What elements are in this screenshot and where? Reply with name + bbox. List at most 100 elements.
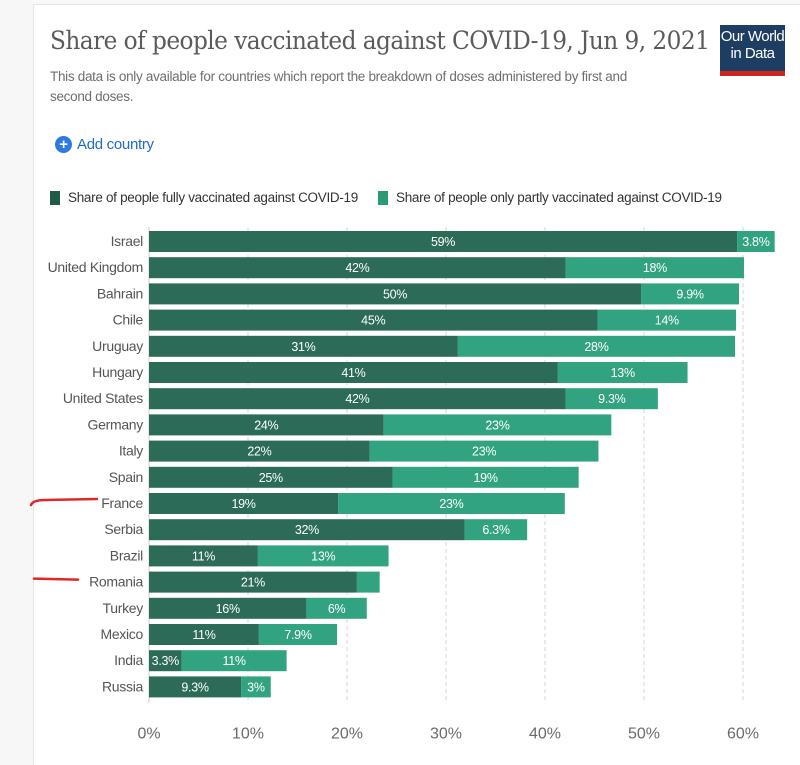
bar-partly-vaccinated[interactable]	[338, 493, 565, 514]
bar-fully-vaccinated[interactable]	[149, 597, 307, 619]
bar-fully-vaccinated[interactable]	[149, 231, 738, 252]
bar-value-label: 3.3%	[152, 654, 179, 668]
bar-row[interactable]: 22% 23%	[149, 440, 599, 462]
legend: Share of people fully vaccinated against…	[50, 190, 742, 205]
category-label: Spain	[109, 469, 143, 485]
x-axis-ticks: 0% 10% 20% 30% 40% 50% 60%	[137, 725, 759, 742]
bar-partly-vaccinated[interactable]	[356, 571, 380, 593]
bar-row[interactable]: 11% 13%	[149, 545, 389, 567]
bar-fully-vaccinated[interactable]	[149, 309, 598, 331]
bar-partly-vaccinated[interactable]	[457, 335, 736, 357]
bar-row[interactable]: 3.3% 11%	[149, 650, 287, 672]
bar-row[interactable]: 42% 9.3%	[149, 388, 658, 410]
category-label: Romania	[89, 574, 143, 590]
bar-fully-vaccinated[interactable]	[149, 650, 182, 672]
bar-partly-vaccinated[interactable]	[392, 466, 579, 488]
bar-row[interactable]: 11% 7.9%	[149, 624, 338, 645]
bar-fully-vaccinated[interactable]	[149, 388, 566, 410]
chart-title: Share of people vaccinated against COVID…	[50, 26, 710, 55]
bar-fully-vaccinated[interactable]	[149, 519, 465, 541]
bar-fully-vaccinated[interactable]	[149, 571, 357, 593]
bar-value-label: 19%	[474, 471, 498, 485]
bar-row[interactable]: 9.3% 3%	[149, 676, 271, 698]
bar-partly-vaccinated[interactable]	[641, 283, 740, 305]
bar-row[interactable]: 19% 23%	[149, 493, 565, 514]
bar-partly-vaccinated[interactable]	[369, 440, 599, 462]
bar-fully-vaccinated[interactable]	[149, 414, 384, 436]
legend-label-fully: Share of people fully vaccinated against…	[68, 190, 358, 205]
category-label: Israel	[111, 233, 144, 249]
category-label: Chile	[113, 312, 144, 328]
bar-value-label: 42%	[345, 392, 369, 406]
logo-line-1: Our World	[720, 28, 785, 45]
category-label: Germany	[88, 416, 144, 432]
bar-value-label: 14%	[655, 314, 679, 328]
bar-row[interactable]: 45% 14%	[149, 309, 737, 331]
bar-partly-vaccinated[interactable]	[737, 231, 775, 252]
bar-partly-vaccinated[interactable]	[597, 309, 737, 331]
x-tick-label: 10%	[232, 725, 264, 742]
bar-row[interactable]: 31% 28%	[149, 335, 736, 357]
bar-partly-vaccinated[interactable]	[258, 624, 338, 645]
bar-partly-vaccinated[interactable]	[565, 257, 744, 279]
bar-row[interactable]: 32% 6.3%	[149, 519, 528, 541]
category-label: Uruguay	[92, 338, 143, 354]
x-tick-label: 0%	[137, 725, 160, 742]
bar-fully-vaccinated[interactable]	[149, 335, 458, 357]
bar-fully-vaccinated[interactable]	[149, 466, 393, 488]
bar-row[interactable]: 16% 6%	[149, 597, 367, 619]
bar-value-label: 11%	[192, 628, 215, 642]
bar-fully-vaccinated[interactable]	[149, 545, 258, 567]
bar-fully-vaccinated[interactable]	[149, 283, 642, 305]
bar-value-label: 3.8%	[742, 235, 769, 249]
bar-value-label: 3%	[247, 680, 265, 694]
bar-value-label: 41%	[341, 366, 365, 380]
bar-row[interactable]: 25% 19%	[149, 466, 579, 488]
add-country-label: Add country	[77, 136, 154, 153]
bar-fully-vaccinated[interactable]	[149, 362, 558, 383]
bar-row[interactable]: 24% 23%	[149, 414, 612, 436]
bar-partly-vaccinated[interactable]	[181, 650, 287, 672]
bar-value-label: 32%	[295, 523, 319, 537]
bar-value-label: 42%	[345, 261, 369, 275]
add-country-button[interactable]: + Add country	[55, 136, 154, 153]
legend-item-partly[interactable]: Share of people only partly vaccinated a…	[377, 190, 722, 205]
category-label: United Kingdom	[48, 259, 143, 275]
category-label: Russia	[102, 678, 144, 694]
annotation-mark-romania	[32, 577, 80, 581]
category-label: United States	[63, 390, 143, 406]
bar-partly-vaccinated[interactable]	[257, 545, 389, 567]
bar-value-label: 6.3%	[482, 523, 509, 537]
bar-value-label: 13%	[311, 549, 335, 563]
logo-line-2: in Data	[730, 45, 775, 62]
legend-item-fully[interactable]: Share of people fully vaccinated against…	[50, 190, 358, 205]
gridlines	[148, 227, 744, 704]
x-tick-label: 60%	[727, 725, 759, 742]
bar-row[interactable]: 21%	[149, 571, 380, 593]
bar-fully-vaccinated[interactable]	[149, 440, 370, 462]
bar-row[interactable]: 50% 9.9%	[149, 283, 740, 305]
bar-partly-vaccinated[interactable]	[241, 676, 271, 698]
bar-row[interactable]: 42% 18%	[149, 257, 744, 279]
bar-value-label: 25%	[259, 471, 283, 485]
bar-fully-vaccinated[interactable]	[149, 624, 259, 645]
bar-row[interactable]: 41% 13%	[149, 362, 688, 383]
category-label: India	[114, 652, 143, 668]
bar-fully-vaccinated[interactable]	[149, 493, 339, 514]
bar-row[interactable]: 59% 3.8%	[149, 231, 775, 252]
bar-fully-vaccinated[interactable]	[149, 257, 566, 279]
owid-logo[interactable]: Our World in Data	[720, 25, 785, 76]
category-label: Italy	[119, 443, 143, 459]
category-label: France	[101, 495, 143, 511]
category-label: Mexico	[100, 626, 143, 642]
category-labels: Israel United Kingdom Bahrain Chile Uruguay H…	[48, 233, 144, 694]
legend-swatch-partly	[377, 190, 388, 205]
bar-fully-vaccinated[interactable]	[149, 676, 242, 698]
bar-partly-vaccinated[interactable]	[306, 597, 367, 619]
bar-partly-vaccinated[interactable]	[565, 388, 658, 410]
x-tick-label: 40%	[529, 725, 561, 742]
bar-partly-vaccinated[interactable]	[383, 414, 612, 436]
bar-partly-vaccinated[interactable]	[464, 519, 528, 541]
bar-partly-vaccinated[interactable]	[557, 362, 688, 383]
